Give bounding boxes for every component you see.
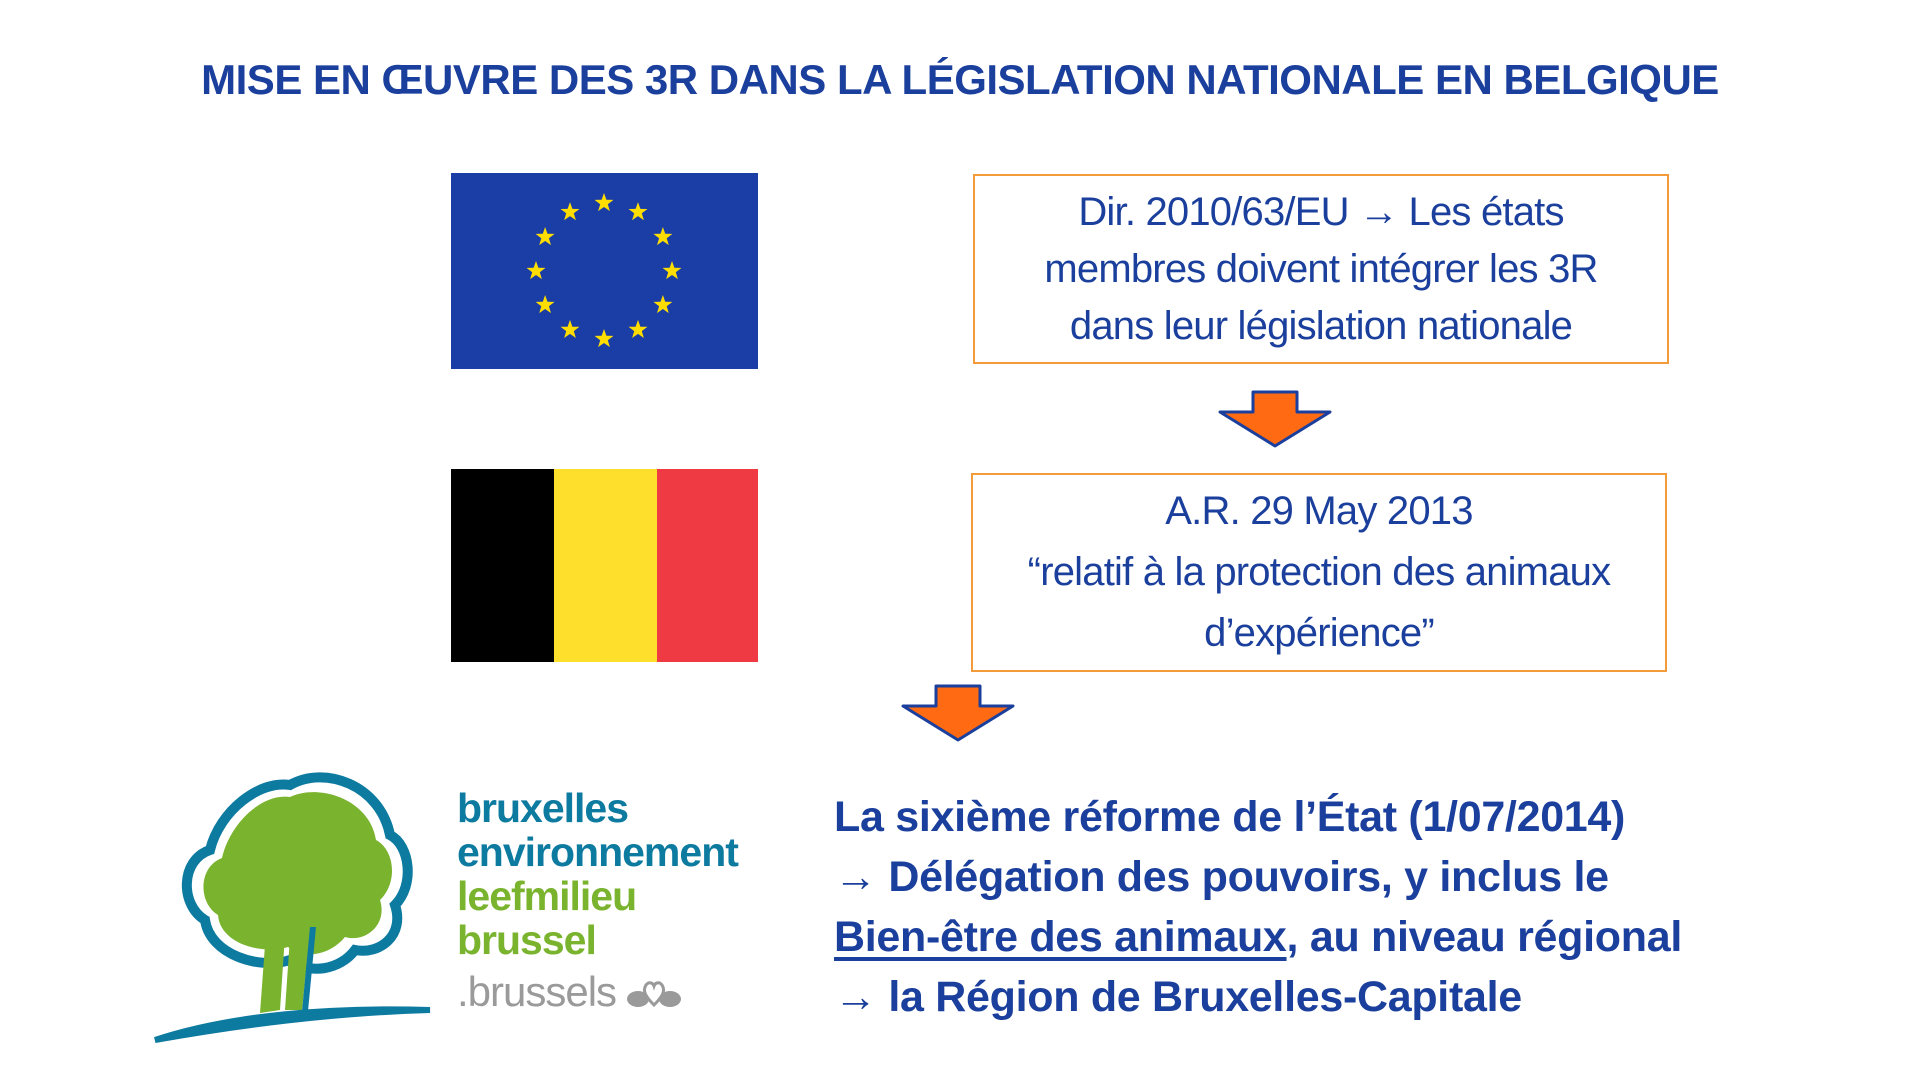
- eu-star-icon: [560, 319, 580, 338]
- brussels-iris-heart-icon: [627, 981, 682, 1008]
- logo-text-leefmilieu: leefmilieu: [457, 873, 637, 919]
- eu-directive-line: Dir. 2010/63/EU → Les états: [1078, 189, 1564, 234]
- eu-star-icon: [653, 295, 673, 314]
- eu-star-icon: [628, 319, 648, 338]
- eu-stars: [526, 193, 682, 348]
- animal-welfare-line: Bien-être des animaux, au niveau régiona…: [834, 907, 1834, 967]
- logo-text-brussel: brussel: [457, 917, 597, 963]
- bruxelles-environnement-wordmark: bruxelles environnement leefmilieu bruss…: [457, 785, 739, 1015]
- eu-directive-line: dans leur législation nationale: [1069, 303, 1573, 348]
- royal-decree-box: A.R. 29 May 2013 “relatif à la protectio…: [971, 473, 1667, 672]
- eu-star-icon: [594, 329, 614, 348]
- animal-welfare-underlined: Bien-être des animaux: [834, 913, 1287, 961]
- eu-star-icon: [535, 227, 555, 246]
- bruxelles-environnement-tree-logo: [154, 772, 431, 1043]
- eu-star-icon: [594, 193, 614, 212]
- eu-directive-box: Dir. 2010/63/EU → Les états membres doiv…: [973, 174, 1669, 364]
- eu-star-icon: [662, 261, 682, 280]
- eu-star-icon: [653, 227, 673, 246]
- brussels-region-line: → la Région de Bruxelles-Capitale: [834, 973, 1522, 1021]
- logo-text-bruxelles: bruxelles: [457, 785, 629, 831]
- royal-decree-line: d’expérience”: [1204, 611, 1435, 655]
- eu-star-icon: [526, 261, 546, 280]
- eu-star-icon: [535, 295, 555, 314]
- royal-decree-line: A.R. 29 May 2013: [1165, 489, 1473, 533]
- regional-delegation-text: La sixième réforme de l’État (1/07/2014)…: [834, 787, 1834, 1027]
- logo-text-environnement: environnement: [457, 829, 739, 875]
- down-arrow-icon: [901, 684, 1015, 742]
- eu-directive-line: membres doivent intégrer les 3R: [1044, 246, 1598, 291]
- down-arrow-icon: [1218, 390, 1332, 448]
- logo-text-brussels: .brussels: [457, 968, 617, 1015]
- eu-star-icon: [560, 202, 580, 221]
- page-title: MISE EN ŒUVRE DES 3R DANS LA LÉGISLATION…: [201, 56, 1719, 103]
- belgium-flag-image: [451, 469, 758, 662]
- delegation-line: → Délégation des pouvoirs, y inclus le: [834, 853, 1609, 901]
- royal-decree-line: “relatif à la protection des animaux: [1027, 550, 1611, 594]
- eu-flag-image: [451, 173, 758, 369]
- regional-level-text: , au niveau régional: [1286, 913, 1683, 961]
- reform-line: La sixième réforme de l’État (1/07/2014): [834, 793, 1626, 841]
- eu-star-icon: [628, 202, 648, 221]
